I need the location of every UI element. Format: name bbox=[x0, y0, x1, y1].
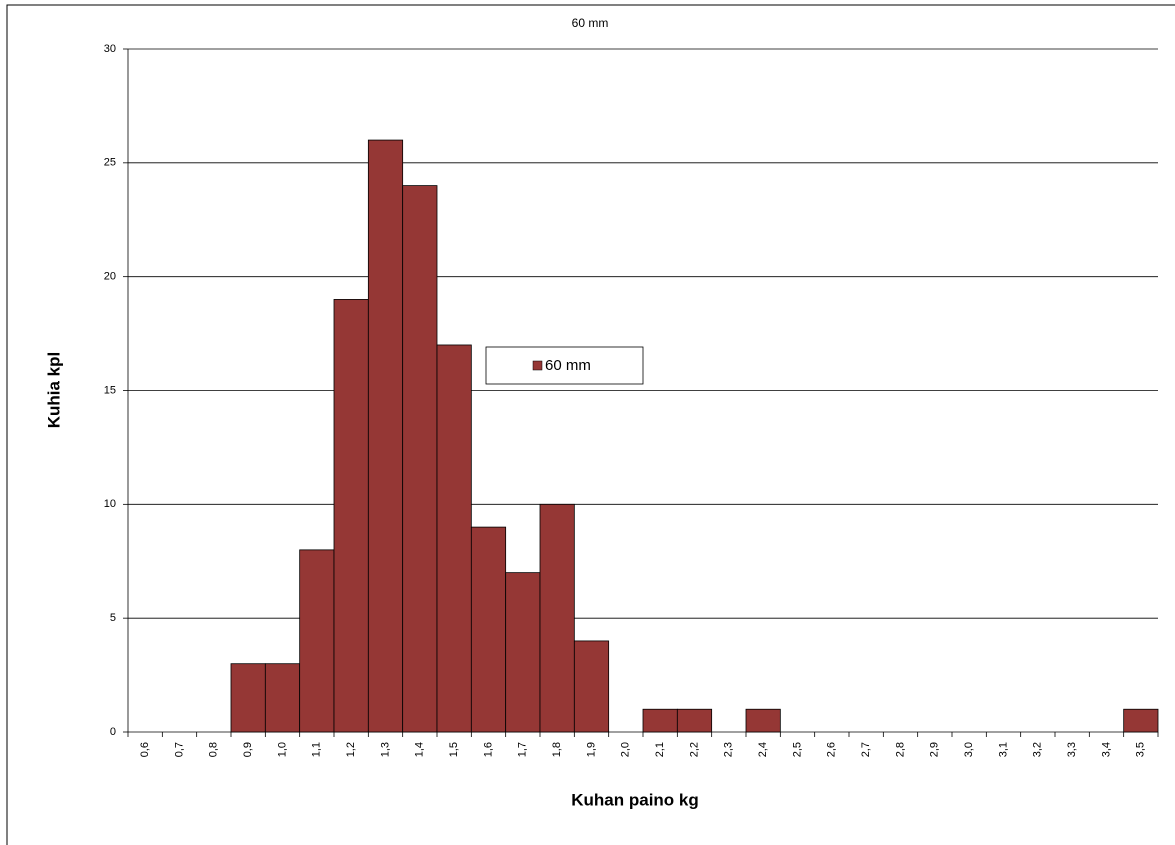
chart-title: 60 mm bbox=[572, 16, 609, 30]
bar bbox=[436, 344, 472, 733]
x-tick-label: 3,0 bbox=[963, 742, 975, 757]
bar bbox=[333, 299, 369, 733]
x-tick-label: 1,3 bbox=[379, 742, 391, 757]
bar bbox=[539, 503, 575, 733]
x-tick-label: 2,3 bbox=[723, 742, 735, 757]
x-tick-label: 3,5 bbox=[1135, 742, 1147, 757]
bar bbox=[299, 549, 335, 733]
y-tick-label: 15 bbox=[104, 384, 116, 396]
bar bbox=[745, 708, 781, 733]
y-tick-label: 0 bbox=[110, 726, 116, 738]
x-tick-label: 0,8 bbox=[208, 742, 220, 757]
x-tick-label: 3,2 bbox=[1032, 742, 1044, 757]
legend-label: 60 mm bbox=[545, 357, 591, 374]
y-tick-label: 20 bbox=[104, 271, 116, 283]
bar bbox=[505, 572, 541, 733]
x-tick-label: 1,4 bbox=[414, 742, 426, 757]
legend-swatch bbox=[532, 360, 543, 371]
bar bbox=[642, 708, 678, 733]
bar bbox=[573, 640, 610, 733]
x-tick-label: 2,9 bbox=[929, 742, 941, 757]
x-tick-label: 0,6 bbox=[139, 742, 151, 757]
y-tick-label: 5 bbox=[110, 612, 116, 624]
x-tick-label: 2,8 bbox=[894, 742, 906, 757]
bar bbox=[367, 139, 404, 733]
x-tick-label: 2,7 bbox=[860, 742, 872, 757]
y-tick-label: 10 bbox=[104, 498, 116, 510]
x-tick-label: 1,7 bbox=[517, 742, 529, 757]
x-tick-label: 1,1 bbox=[311, 742, 323, 757]
x-tick-label: 1,9 bbox=[585, 742, 597, 757]
bar bbox=[676, 708, 713, 733]
bar bbox=[264, 663, 301, 733]
bar bbox=[1123, 708, 1159, 733]
bar bbox=[230, 663, 266, 733]
x-tick-label: 2,1 bbox=[654, 742, 666, 757]
y-axis-label: Kuhia kpl bbox=[44, 352, 63, 429]
legend-box bbox=[485, 346, 644, 385]
x-tick-label: 2,0 bbox=[620, 742, 632, 757]
x-axis-label: Kuhan paino kg bbox=[571, 790, 699, 809]
x-tick-label: 1,5 bbox=[448, 742, 460, 757]
x-tick-label: 0,9 bbox=[242, 742, 254, 757]
x-tick-label: 1,2 bbox=[345, 742, 357, 757]
x-tick-label: 0,7 bbox=[173, 742, 185, 757]
x-tick-label: 1,8 bbox=[551, 742, 563, 757]
x-tick-label: 3,3 bbox=[1066, 742, 1078, 757]
x-tick-label: 2,6 bbox=[826, 742, 838, 757]
x-tick-label: 2,2 bbox=[688, 742, 700, 757]
y-tick-label: 30 bbox=[104, 43, 116, 55]
x-tick-label: 3,1 bbox=[997, 742, 1009, 757]
x-tick-label: 1,6 bbox=[482, 742, 494, 757]
x-tick-label: 3,4 bbox=[1100, 742, 1112, 757]
bar bbox=[470, 526, 507, 733]
x-tick-label: 2,4 bbox=[757, 742, 769, 757]
y-tick-label: 25 bbox=[104, 157, 116, 169]
x-tick-label: 1,0 bbox=[276, 742, 288, 757]
bar bbox=[402, 185, 438, 733]
x-tick-label: 2,5 bbox=[791, 742, 803, 757]
